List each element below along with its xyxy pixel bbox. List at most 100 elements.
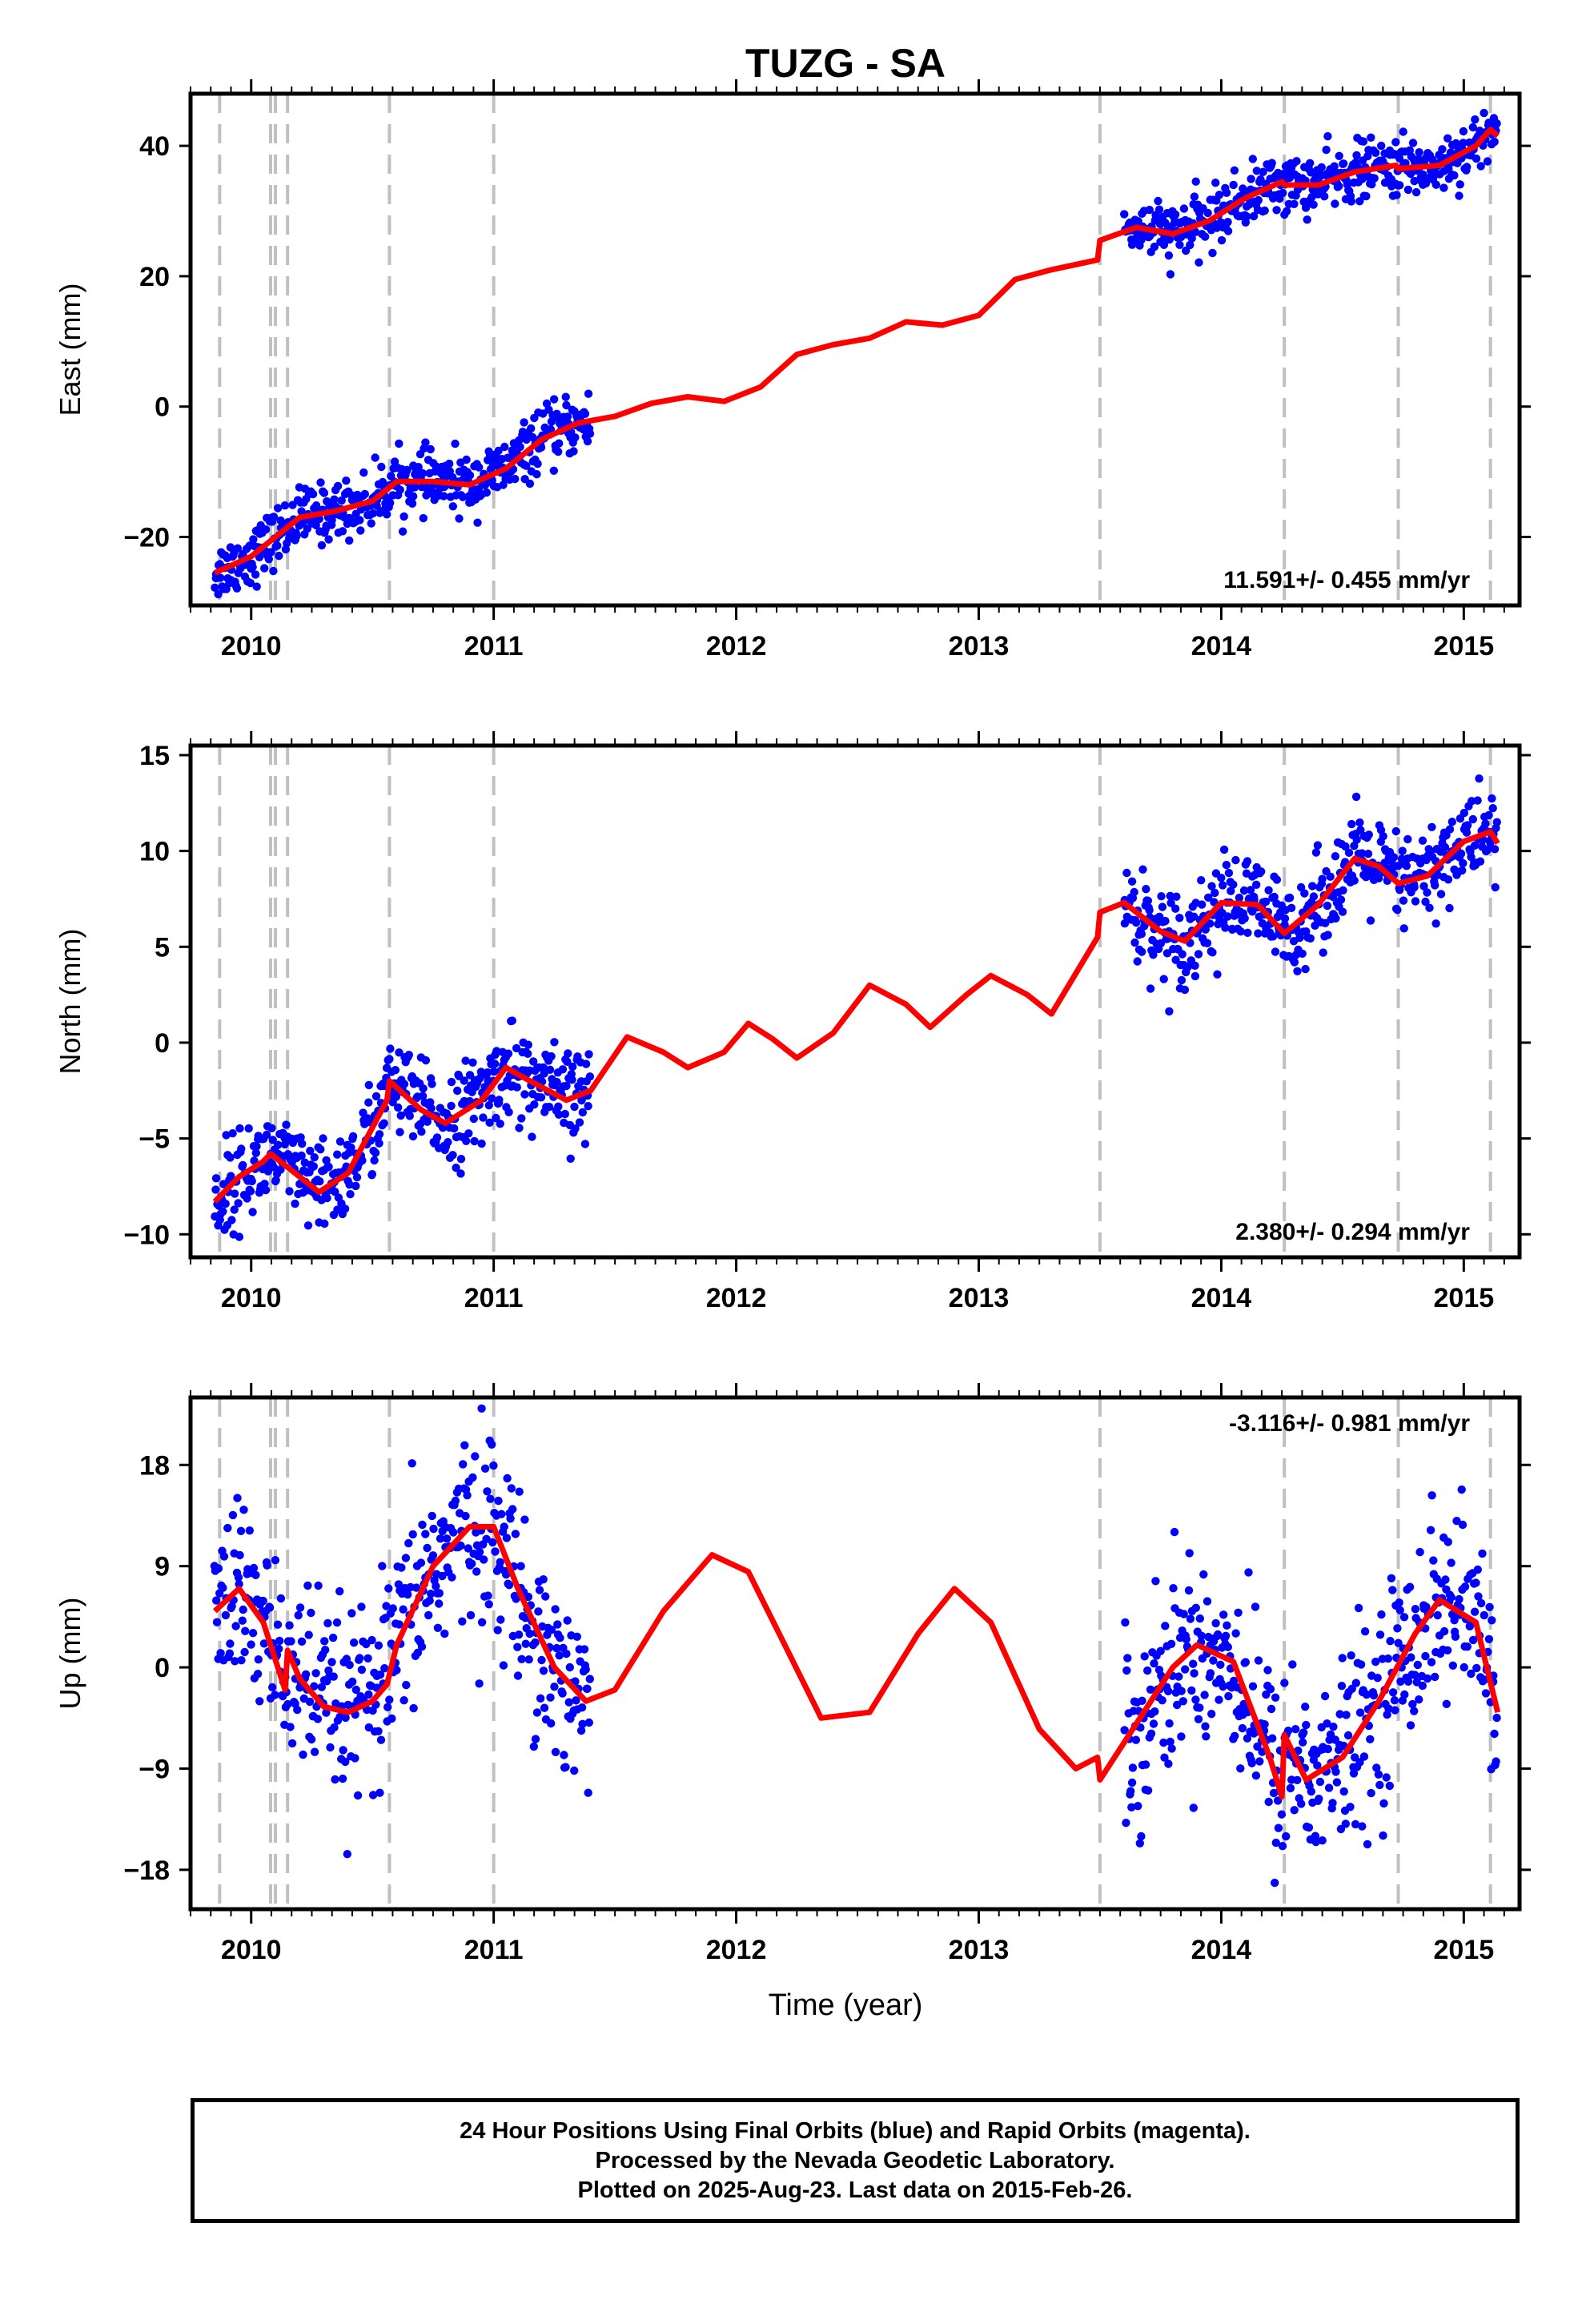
data-point	[1128, 1763, 1138, 1772]
data-point	[456, 1169, 465, 1178]
data-point	[1395, 181, 1404, 190]
data-point	[333, 481, 343, 491]
data-point	[283, 1699, 292, 1709]
data-point	[1154, 196, 1162, 206]
data-point	[1243, 928, 1252, 938]
data-point	[504, 1049, 513, 1058]
data-point	[1350, 876, 1359, 885]
y-axis-label: East (mm)	[54, 283, 86, 416]
data-point	[1468, 814, 1478, 824]
data-point	[1328, 1799, 1337, 1807]
data-point	[537, 1655, 546, 1665]
data-point	[1443, 875, 1453, 884]
data-point	[1373, 1674, 1382, 1683]
data-point	[1452, 1517, 1461, 1526]
y-tick-label: −20	[123, 523, 170, 553]
data-point	[1131, 1735, 1141, 1744]
data-point	[1170, 210, 1180, 219]
data-point	[571, 1124, 580, 1133]
data-point	[378, 1562, 387, 1570]
data-point	[1338, 907, 1347, 916]
data-point	[564, 1698, 573, 1707]
data-point	[404, 1538, 413, 1548]
data-point	[1146, 1729, 1156, 1738]
data-point	[1379, 1831, 1387, 1840]
data-point	[1318, 875, 1327, 883]
data-point	[1358, 849, 1367, 858]
data-point	[1292, 157, 1301, 166]
data-point	[1202, 1732, 1211, 1741]
plot-frame	[188, 1395, 1522, 1912]
data-point	[1481, 819, 1490, 828]
data-point	[1436, 890, 1446, 899]
data-point	[306, 1146, 315, 1156]
data-point	[345, 1660, 354, 1670]
data-point	[432, 1582, 440, 1590]
data-point	[1229, 180, 1238, 190]
data-point	[1158, 1696, 1166, 1705]
data-point	[1352, 835, 1361, 844]
data-point	[577, 1703, 587, 1712]
data-point	[327, 1658, 336, 1667]
data-point	[1267, 1704, 1276, 1714]
data-point	[432, 1133, 442, 1142]
data-point	[1326, 872, 1335, 881]
data-point	[1457, 1485, 1466, 1494]
data-point	[1248, 1682, 1258, 1691]
data-point	[507, 1484, 516, 1493]
data-point	[508, 1505, 517, 1514]
data-point	[1467, 1669, 1476, 1679]
data-point	[1472, 1578, 1480, 1587]
data-point	[1243, 1734, 1252, 1743]
data-point	[419, 513, 428, 523]
data-point	[1421, 897, 1430, 907]
data-point	[1399, 924, 1408, 933]
data-point	[483, 1068, 492, 1077]
data-point	[1138, 947, 1146, 956]
data-point	[1299, 1738, 1307, 1747]
data-point	[314, 1581, 323, 1590]
data-point	[275, 551, 283, 561]
data-point	[1419, 882, 1428, 891]
data-point	[1135, 1839, 1145, 1848]
data-point	[211, 583, 219, 592]
data-point	[1134, 1802, 1142, 1811]
data-point	[1490, 137, 1499, 147]
data-point	[1379, 832, 1387, 841]
data-point	[514, 1630, 524, 1639]
data-point	[1222, 188, 1231, 197]
data-point	[348, 1677, 357, 1687]
data-point	[419, 1084, 428, 1093]
data-point	[1331, 199, 1339, 208]
data-point	[261, 525, 271, 534]
data-point	[449, 1528, 458, 1537]
data-point	[480, 1464, 490, 1474]
data-point	[1150, 242, 1159, 251]
data-point	[456, 1155, 466, 1164]
data-point	[1411, 1671, 1419, 1679]
data-point	[1231, 1731, 1239, 1740]
data-point	[1488, 804, 1497, 813]
data-point	[249, 1563, 259, 1573]
data-point	[1143, 1786, 1153, 1795]
data-point	[1460, 1582, 1470, 1591]
data-point	[219, 1583, 227, 1592]
data-point	[493, 1626, 502, 1634]
data-point	[528, 432, 537, 442]
data-point	[1254, 195, 1263, 205]
data-point	[1211, 888, 1219, 898]
model-fit-line	[212, 829, 1500, 1204]
data-point	[1338, 1654, 1347, 1663]
data-point	[1447, 1558, 1456, 1567]
data-point	[216, 1649, 225, 1658]
data-point	[1402, 862, 1411, 870]
data-point	[1219, 881, 1227, 890]
data-point	[1382, 1773, 1391, 1782]
data-point	[1130, 887, 1138, 897]
data-point	[319, 1134, 327, 1143]
data-point	[1197, 876, 1206, 885]
data-point	[267, 548, 275, 557]
data-point	[1448, 1661, 1458, 1670]
data-point	[1298, 949, 1307, 959]
